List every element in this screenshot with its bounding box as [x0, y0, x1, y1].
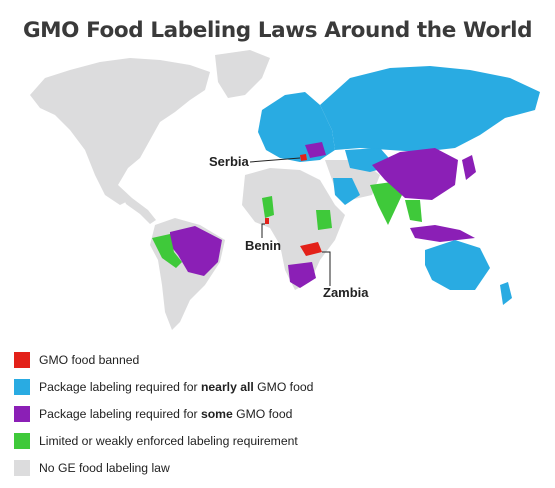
region-east-africa-limited	[316, 210, 332, 230]
legend-swatch-none	[14, 459, 30, 476]
serbia-leader	[249, 157, 301, 163]
region-zambia	[300, 242, 322, 256]
region-indonesia	[410, 225, 475, 242]
region-north-america	[30, 58, 210, 205]
region-ukraine	[305, 142, 326, 158]
legend-item-banned: GMO food banned	[14, 346, 544, 373]
region-serbia	[300, 154, 307, 161]
world-map	[30, 50, 540, 330]
legend: GMO food banned Package labeling require…	[14, 346, 544, 481]
region-saudi	[333, 178, 360, 205]
region-benin	[265, 218, 269, 224]
benin-leader	[261, 223, 265, 238]
region-greenland	[215, 50, 270, 98]
zambia-label: Zambia	[323, 285, 369, 300]
benin-label: Benin	[245, 238, 282, 253]
legend-item-some: Package labeling required for some GMO f…	[14, 400, 544, 427]
serbia-label: Serbia	[209, 154, 249, 169]
region-australia	[425, 240, 490, 290]
legend-item-none: No GE food labeling law	[14, 454, 544, 481]
legend-swatch-nearly-all	[14, 378, 30, 395]
region-india	[370, 182, 402, 225]
region-south-africa	[288, 262, 316, 288]
region-china	[372, 148, 458, 200]
legend-swatch-some	[14, 405, 30, 422]
legend-label-limited: Limited or weakly enforced labeling requ…	[39, 433, 298, 448]
zambia-leader	[322, 251, 331, 286]
region-andes-limited	[152, 234, 182, 268]
legend-label-some: Package labeling required for some GMO f…	[39, 406, 293, 421]
legend-swatch-banned	[14, 351, 30, 368]
region-russia	[320, 66, 540, 152]
legend-swatch-limited	[14, 432, 30, 449]
region-central-america	[118, 185, 156, 224]
map-title: GMO Food Labeling Laws Around the World	[22, 18, 533, 43]
legend-label-banned: GMO food banned	[39, 352, 140, 367]
legend-item-limited: Limited or weakly enforced labeling requ…	[14, 427, 544, 454]
legend-label-nearly-all: Package labeling required for nearly all…	[39, 379, 314, 394]
region-japan	[462, 155, 476, 180]
region-brazil	[170, 226, 222, 276]
region-north-africa-limited	[262, 196, 274, 218]
region-se-asia-limited	[405, 200, 422, 222]
region-new-zealand	[500, 282, 512, 305]
legend-item-nearly-all: Package labeling required for nearly all…	[14, 373, 544, 400]
legend-label-none: No GE food labeling law	[39, 460, 170, 475]
